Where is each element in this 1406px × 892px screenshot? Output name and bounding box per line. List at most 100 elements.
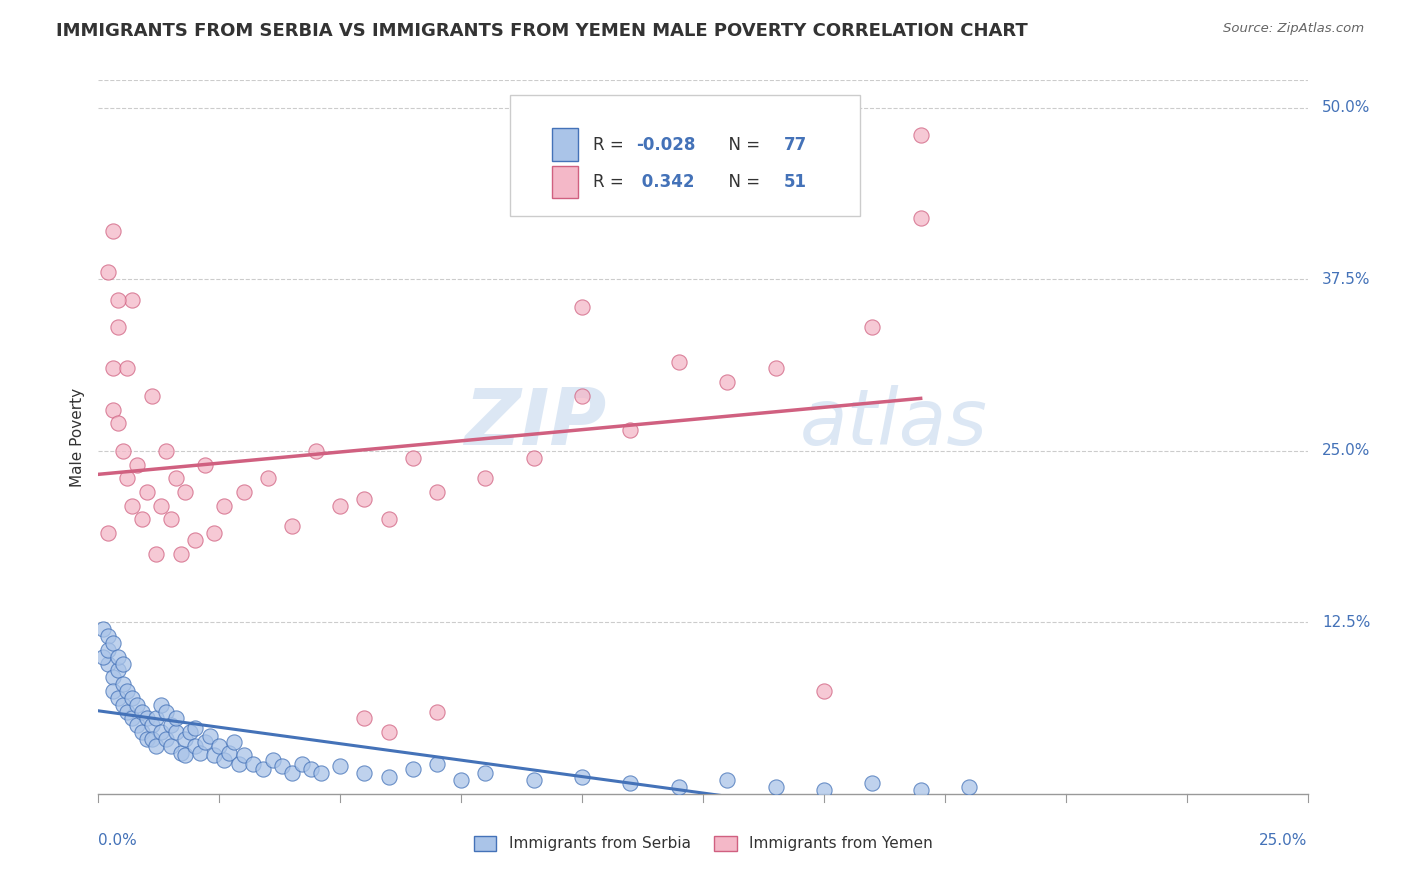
Point bbox=[127, 698, 149, 712]
Point bbox=[91, 622, 114, 636]
Point bbox=[107, 664, 129, 678]
Text: N =: N = bbox=[717, 136, 765, 153]
Point bbox=[165, 471, 187, 485]
Point bbox=[111, 443, 134, 458]
Point bbox=[107, 649, 129, 664]
Text: 12.5%: 12.5% bbox=[1322, 615, 1371, 630]
Point bbox=[141, 389, 163, 403]
Point bbox=[169, 547, 191, 561]
Point bbox=[155, 443, 177, 458]
Point bbox=[155, 705, 177, 719]
Point bbox=[117, 705, 139, 719]
Point bbox=[131, 725, 153, 739]
Point bbox=[97, 526, 120, 541]
Point bbox=[101, 361, 124, 376]
Point bbox=[957, 780, 980, 794]
Point bbox=[571, 300, 593, 314]
Point bbox=[474, 766, 496, 780]
Point bbox=[107, 293, 129, 307]
Point bbox=[426, 756, 449, 771]
Point bbox=[450, 773, 472, 788]
Point bbox=[131, 705, 153, 719]
Point bbox=[107, 320, 129, 334]
Point bbox=[145, 547, 167, 561]
Point bbox=[377, 512, 399, 526]
Point bbox=[155, 731, 177, 746]
Text: atlas: atlas bbox=[800, 384, 987, 461]
Point bbox=[232, 485, 254, 500]
Text: 50.0%: 50.0% bbox=[1322, 100, 1371, 115]
Point bbox=[111, 698, 134, 712]
Point bbox=[910, 128, 932, 143]
Point bbox=[160, 739, 183, 753]
Point bbox=[765, 361, 787, 376]
Point bbox=[716, 375, 738, 389]
Point bbox=[716, 773, 738, 788]
Point bbox=[184, 739, 207, 753]
Point bbox=[97, 629, 120, 643]
Point bbox=[668, 780, 690, 794]
Point bbox=[353, 491, 375, 506]
Point bbox=[242, 756, 264, 771]
Text: 51: 51 bbox=[785, 173, 807, 191]
Point bbox=[299, 762, 322, 776]
Point bbox=[198, 729, 221, 743]
Point bbox=[160, 512, 183, 526]
Point bbox=[111, 677, 134, 691]
Point bbox=[262, 753, 284, 767]
Legend: Immigrants from Serbia, Immigrants from Yemen: Immigrants from Serbia, Immigrants from … bbox=[467, 830, 939, 857]
Point bbox=[305, 443, 328, 458]
Point bbox=[910, 782, 932, 797]
Point bbox=[101, 670, 124, 684]
Point bbox=[131, 512, 153, 526]
Point bbox=[208, 739, 231, 753]
Point bbox=[179, 725, 201, 739]
Point bbox=[860, 320, 883, 334]
Point bbox=[111, 657, 134, 671]
Point bbox=[107, 690, 129, 705]
Point bbox=[329, 759, 352, 773]
Point bbox=[474, 471, 496, 485]
Point bbox=[194, 735, 217, 749]
Point bbox=[619, 776, 641, 790]
Point bbox=[402, 450, 425, 465]
Point bbox=[165, 711, 187, 725]
Point bbox=[290, 756, 312, 771]
Point bbox=[127, 458, 149, 472]
Point bbox=[256, 471, 278, 485]
Point bbox=[150, 725, 173, 739]
Point bbox=[97, 642, 120, 657]
Point bbox=[165, 725, 187, 739]
Point bbox=[121, 711, 143, 725]
Point bbox=[97, 265, 120, 279]
Point bbox=[813, 684, 835, 698]
Point bbox=[194, 458, 217, 472]
Point bbox=[232, 748, 254, 763]
Point bbox=[668, 354, 690, 368]
Text: 25.0%: 25.0% bbox=[1322, 443, 1371, 458]
Point bbox=[117, 471, 139, 485]
Point bbox=[765, 780, 787, 794]
Text: 25.0%: 25.0% bbox=[1260, 833, 1308, 848]
Point bbox=[141, 731, 163, 746]
Text: R =: R = bbox=[593, 173, 628, 191]
Point bbox=[252, 762, 274, 776]
Text: -0.028: -0.028 bbox=[637, 136, 696, 153]
Text: 0.342: 0.342 bbox=[637, 173, 695, 191]
Point bbox=[184, 721, 207, 735]
Point bbox=[101, 224, 124, 238]
FancyBboxPatch shape bbox=[509, 95, 860, 216]
Point bbox=[121, 690, 143, 705]
Point bbox=[309, 766, 332, 780]
Point bbox=[212, 753, 235, 767]
Point bbox=[523, 450, 546, 465]
Point bbox=[101, 684, 124, 698]
Point bbox=[150, 499, 173, 513]
Point bbox=[281, 519, 304, 533]
Point bbox=[91, 649, 114, 664]
Point bbox=[117, 361, 139, 376]
Point bbox=[353, 766, 375, 780]
Point bbox=[222, 735, 245, 749]
Point bbox=[188, 746, 211, 760]
Point bbox=[160, 718, 183, 732]
